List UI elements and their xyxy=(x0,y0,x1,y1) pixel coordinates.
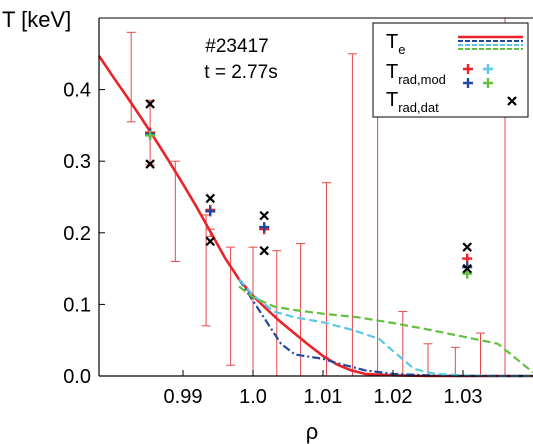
marker-trad_dat xyxy=(259,210,269,221)
marker-trad_mod_green xyxy=(145,130,156,141)
legend-label-trad-mod: Trad,mod xyxy=(386,61,446,87)
x-tick-label: 1.0 xyxy=(239,386,267,408)
annotation-time: t = 2.77s xyxy=(204,62,277,83)
y-tick-label: 0.1 xyxy=(63,294,91,316)
y-tick-label: 0.2 xyxy=(63,223,91,245)
marker-trad_mod_green xyxy=(462,268,473,279)
marker-trad_mod_blue xyxy=(259,222,270,233)
markers-group xyxy=(145,99,473,279)
marker-trad_dat xyxy=(462,242,472,252)
x-tick-label: 1.02 xyxy=(374,386,413,408)
x-tick-label: 1.01 xyxy=(304,386,343,408)
marker-trad_dat xyxy=(462,263,472,274)
marker-trad_dat xyxy=(259,245,269,256)
profile-line-te_blue xyxy=(238,278,533,378)
x-axis-label: ρ xyxy=(306,419,319,444)
marker-trad_dat xyxy=(145,159,155,169)
marker-trad_dat xyxy=(205,236,216,247)
profile-line-te_green xyxy=(238,285,533,374)
profile-line-te_cyan xyxy=(238,278,533,378)
y-tick-label: 0.3 xyxy=(63,151,91,173)
marker-trad_dat xyxy=(205,193,216,204)
y-axis-label: T [keV] xyxy=(2,7,71,32)
legend-trad-mod-main: T xyxy=(386,61,398,83)
legend-swatch-mod-cyan xyxy=(483,64,493,74)
x-tick-label: 0.99 xyxy=(164,386,203,408)
legend-box xyxy=(372,22,529,118)
legend-label-trad-dat: Trad,dat xyxy=(386,89,439,115)
legend-label-te: Te xyxy=(386,31,405,57)
legend-trad-dat-main: T xyxy=(386,89,398,111)
axes-group: 0.99 1.0 1.01 1.02 1.03 0.0 0.1 0.2 0.3 0.4 xyxy=(63,17,533,408)
marker-trad_dat xyxy=(145,99,155,109)
legend-swatches xyxy=(458,35,523,106)
legend-swatch-dat-black xyxy=(507,96,517,106)
legend-te-sub: e xyxy=(398,42,405,57)
legend-trad-dat-sub: rad,dat xyxy=(398,100,439,115)
x-tick-label: 1.03 xyxy=(444,386,483,408)
y-tick-label: 0.0 xyxy=(63,366,91,388)
legend: Te Trad,mod Trad,dat xyxy=(372,22,529,118)
annotation-shot-number: #23417 xyxy=(205,36,268,57)
legend-swatch-mod-green xyxy=(483,78,493,88)
y-tick-label: 0.4 xyxy=(63,80,91,102)
legend-swatch-mod-blue xyxy=(463,78,473,88)
marker-trad_mod_blue xyxy=(205,206,216,217)
legend-swatch-mod-red xyxy=(463,64,473,74)
legend-te-main: T xyxy=(386,31,398,53)
marker-trad_mod_red xyxy=(462,253,473,264)
legend-trad-mod-sub: rad,mod xyxy=(398,72,446,87)
